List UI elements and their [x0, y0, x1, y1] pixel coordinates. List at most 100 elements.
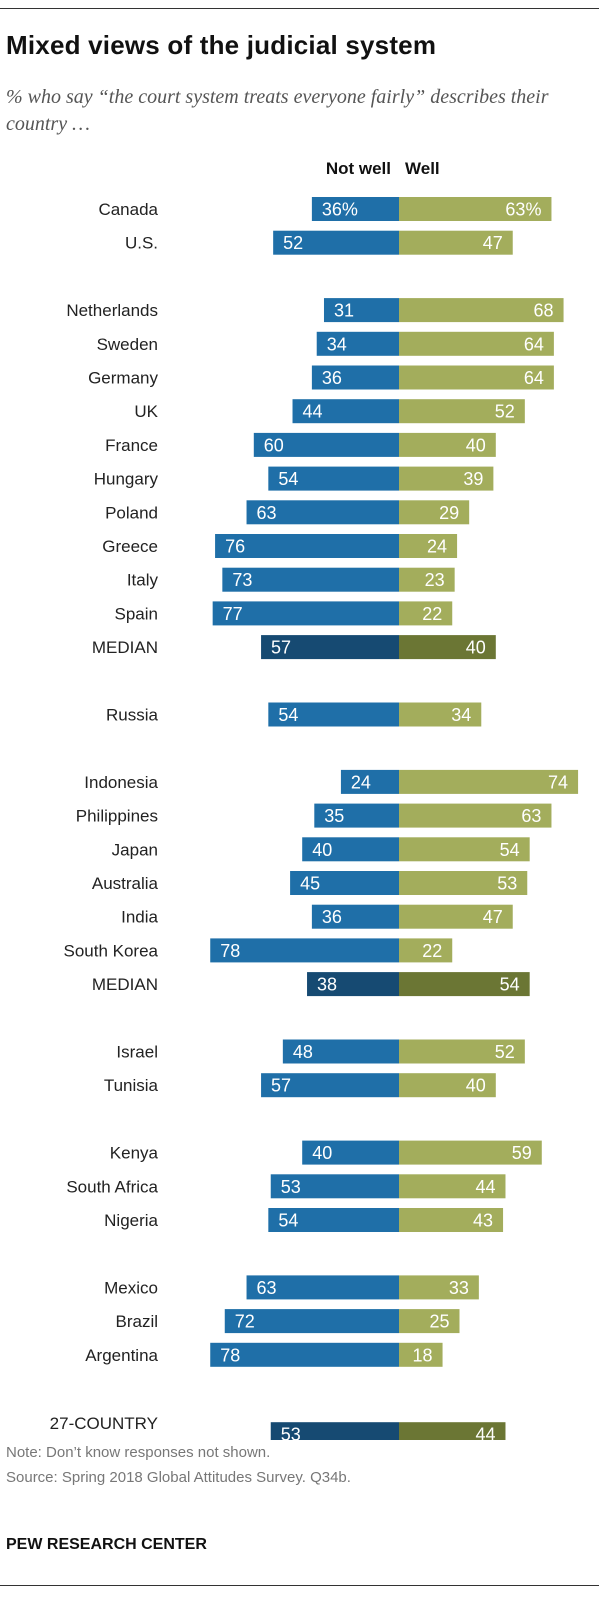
data-label-well: 40 — [466, 638, 486, 658]
data-label-not-well: 36% — [322, 200, 358, 220]
row-label: Netherlands — [66, 301, 158, 320]
row-label: U.S. — [125, 234, 158, 253]
bar-well — [399, 1039, 525, 1064]
row-label: Kenya — [110, 1144, 159, 1163]
bar-not-well — [302, 837, 399, 862]
bar-well — [399, 500, 470, 525]
bar-well — [399, 1309, 460, 1334]
diverging-bar-chart: Not well Well 36% 63% Canada 52 47 U.S. 31 68 Neth… — [50, 159, 579, 1440]
data-label-not-well: 54 — [278, 469, 298, 489]
bar-not-well — [210, 938, 399, 963]
data-label-not-well: 24 — [351, 772, 371, 792]
bar-well — [399, 399, 525, 424]
bar-well — [399, 702, 482, 727]
chart-note: Note: Don’t know responses not shown. — [6, 1444, 271, 1461]
data-label-well: 34 — [451, 705, 471, 725]
data-label-not-well: 63 — [257, 1278, 277, 1298]
chart-subtitle: % who say “the court system treats every… — [6, 86, 549, 135]
data-label-not-well: 57 — [271, 638, 291, 658]
data-label-not-well: 40 — [312, 840, 332, 860]
data-label-well: 18 — [413, 1345, 433, 1365]
bar-not-well — [268, 466, 399, 491]
chart-source: Source: Spring 2018 Global Attitudes Sur… — [6, 1469, 351, 1486]
data-label-well: 74 — [548, 772, 568, 792]
row-label: India — [121, 908, 158, 927]
bar-well — [399, 1275, 479, 1300]
bar-not-well — [340, 769, 399, 794]
bar-not-well — [222, 567, 399, 592]
bar-not-well — [212, 601, 399, 626]
bar-not-well — [302, 1140, 399, 1165]
data-label-well: 68 — [534, 301, 554, 321]
row-label: Italy — [127, 571, 159, 590]
data-label-well: 64 — [524, 368, 544, 388]
data-label-well: 43 — [473, 1211, 493, 1231]
data-label-not-well: 40 — [312, 1143, 332, 1163]
bar-not-well — [311, 197, 399, 221]
data-label-not-well: 54 — [278, 1211, 298, 1231]
row-label: Indonesia — [84, 773, 158, 792]
bar-not-well — [253, 432, 399, 457]
data-label-not-well: 53 — [281, 1425, 301, 1440]
legend-not-well: Not well — [326, 159, 391, 178]
row-label: MEDIAN — [92, 1438, 158, 1440]
bar-not-well — [311, 904, 399, 929]
bar-not-well — [246, 1275, 399, 1300]
row-label: Spain — [115, 604, 158, 623]
bar-not-well — [316, 331, 399, 356]
data-label-well: 53 — [497, 874, 517, 894]
row-label: Israel — [116, 1043, 158, 1062]
data-label-not-well: 60 — [264, 435, 284, 455]
bar-not-well — [290, 871, 399, 895]
row-label: South Korea — [63, 941, 158, 960]
data-label-not-well: 36 — [322, 368, 342, 388]
data-label-well: 54 — [500, 840, 520, 860]
bar-well — [399, 904, 513, 929]
data-label-not-well: 57 — [271, 1076, 291, 1096]
data-label-not-well: 45 — [300, 874, 320, 894]
data-label-well: 33 — [449, 1278, 469, 1298]
row-label: Nigeria — [104, 1211, 158, 1230]
bar-not-well — [261, 1073, 399, 1098]
data-label-not-well: 78 — [220, 941, 240, 961]
bar-well — [399, 1342, 443, 1367]
bar-well — [399, 1140, 542, 1165]
data-label-not-well: 35 — [324, 806, 344, 826]
bar-well — [399, 432, 496, 457]
data-label-not-well: 52 — [283, 233, 303, 253]
row-label: Hungary — [94, 470, 159, 489]
bar-not-well — [224, 1309, 399, 1334]
data-label-well: 23 — [425, 570, 445, 590]
top-rule — [0, 8, 599, 9]
bar-well — [399, 567, 455, 592]
bar-well — [399, 197, 552, 221]
data-label-well: 47 — [483, 233, 503, 253]
bar-well — [399, 635, 496, 660]
data-label-well: 63% — [505, 200, 541, 220]
data-label-not-well: 31 — [334, 301, 354, 321]
bar-not-well — [307, 972, 399, 997]
bar-well — [399, 1208, 504, 1232]
chart-title: Mixed views of the judicial system — [6, 30, 437, 60]
data-label-not-well: 72 — [235, 1312, 255, 1332]
bar-well — [399, 365, 554, 390]
row-label: Australia — [92, 874, 159, 893]
data-label-well: 52 — [495, 402, 515, 422]
bar-not-well — [314, 803, 399, 828]
row-label: 27-COUNTRY — [50, 1414, 158, 1433]
data-label-well: 64 — [524, 334, 544, 354]
data-label-well: 22 — [422, 941, 442, 961]
data-label-well: 47 — [483, 907, 503, 927]
row-label: France — [105, 436, 158, 455]
row-label: South Africa — [66, 1177, 158, 1196]
row-label: Japan — [112, 840, 158, 859]
bar-well — [399, 601, 453, 626]
data-label-not-well: 63 — [257, 503, 277, 523]
row-label: Tunisia — [104, 1076, 159, 1095]
bar-not-well — [210, 1342, 399, 1367]
data-label-not-well: 77 — [223, 604, 243, 624]
bar-well — [399, 1174, 506, 1199]
row-label: Philippines — [76, 807, 158, 826]
bar-well — [399, 534, 458, 558]
row-label: Russia — [106, 706, 159, 725]
